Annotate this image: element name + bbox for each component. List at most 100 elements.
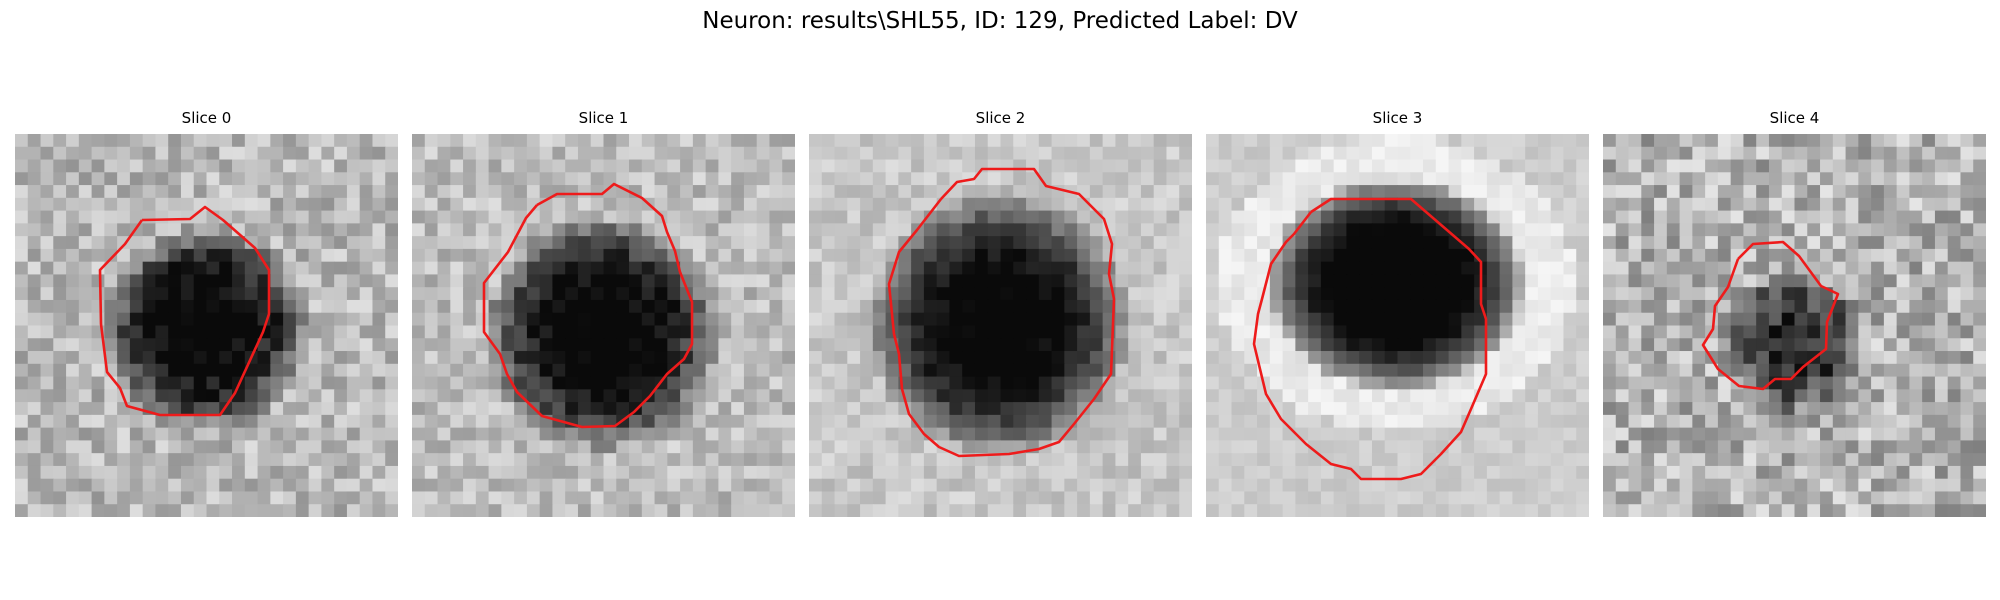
image-pixel: [424, 134, 439, 148]
image-pixel: [372, 223, 386, 237]
image-pixel: [1641, 351, 1655, 365]
microscopy-slice-image: [809, 134, 1192, 517]
image-pixel: [1077, 465, 1091, 480]
image-pixel: [1435, 312, 1450, 327]
image-pixel: [15, 478, 29, 493]
image-pixel: [346, 427, 361, 441]
image-pixel: [1231, 236, 1245, 250]
image-pixel: [1231, 402, 1245, 416]
image-pixel: [1435, 478, 1450, 493]
image-pixel: [283, 504, 297, 517]
image-pixel: [923, 287, 938, 301]
image-pixel: [1179, 274, 1192, 288]
image-pixel: [974, 338, 989, 352]
image-pixel: [1883, 134, 1898, 148]
image-pixel: [1346, 172, 1360, 186]
image-pixel: [53, 159, 67, 173]
image-pixel: [769, 185, 783, 199]
image-pixel: [193, 210, 208, 224]
image-pixel: [1820, 376, 1834, 390]
image-pixel: [974, 351, 989, 365]
image-pixel: [1346, 185, 1360, 199]
image-pixel: [872, 287, 887, 301]
image-pixel: [1576, 440, 1589, 454]
image-pixel: [1934, 210, 1949, 224]
image-pixel: [1038, 274, 1053, 288]
image-pixel: [1115, 248, 1129, 263]
image-pixel: [295, 504, 310, 517]
image-pixel: [450, 414, 464, 429]
image-pixel: [1666, 491, 1681, 505]
image-pixel: [1563, 223, 1577, 237]
image-pixel: [91, 376, 105, 390]
image-pixel: [1743, 389, 1757, 403]
image-pixel: [129, 172, 144, 186]
image-pixel: [1679, 376, 1693, 390]
image-pixel: [1512, 134, 1526, 148]
image-pixel: [15, 414, 29, 429]
image-pixel: [257, 414, 271, 429]
image-pixel: [1615, 197, 1630, 212]
image-pixel: [385, 376, 398, 390]
image-pixel: [1206, 287, 1220, 301]
image-pixel: [1628, 325, 1642, 339]
image-pixel: [590, 159, 605, 173]
image-pixel: [346, 185, 361, 199]
image-pixel: [424, 402, 439, 416]
image-pixel: [1218, 134, 1233, 148]
image-pixel: [1512, 159, 1526, 173]
image-pixel: [180, 185, 195, 199]
image-pixel: [1537, 478, 1552, 493]
image-pixel: [847, 504, 861, 517]
image-pixel: [1537, 312, 1552, 327]
image-pixel: [78, 351, 93, 365]
image-pixel: [1934, 363, 1949, 378]
image-pixel: [1295, 312, 1309, 327]
image-pixel: [1077, 223, 1091, 237]
image-pixel: [1550, 146, 1565, 161]
image-pixel: [860, 159, 874, 173]
image-pixel: [1333, 363, 1348, 378]
image-pixel: [1922, 325, 1936, 339]
image-pixel: [1563, 414, 1577, 429]
image-pixel: [1807, 236, 1821, 250]
image-pixel: [1666, 299, 1681, 314]
image-pixel: [936, 478, 951, 493]
image-pixel: [1308, 414, 1322, 429]
image-pixel: [641, 351, 656, 365]
image-pixel: [692, 338, 707, 352]
image-pixel: [756, 146, 771, 161]
image-pixel: [743, 325, 758, 339]
image-pixel: [1410, 325, 1424, 339]
image-pixel: [911, 351, 925, 365]
image-pixel: [1320, 172, 1335, 186]
image-pixel: [1794, 197, 1808, 212]
image-pixel: [1973, 440, 1986, 454]
image-pixel: [539, 402, 554, 416]
image-pixel: [667, 402, 681, 416]
image-pixel: [1486, 440, 1501, 454]
image-pixel: [1499, 402, 1513, 416]
image-pixel: [1218, 287, 1233, 301]
image-pixel: [1717, 134, 1732, 148]
image-pixel: [1295, 159, 1309, 173]
image-pixel: [321, 389, 335, 403]
image-pixel: [66, 491, 80, 505]
image-pixel: [1423, 414, 1437, 429]
image-pixel: [1781, 351, 1796, 365]
image-pixel: [756, 376, 771, 390]
image-pixel: [1089, 440, 1104, 454]
image-pixel: [743, 376, 758, 390]
image-pixel: [1654, 338, 1668, 352]
image-pixel: [244, 274, 259, 288]
image-pixel: [1883, 185, 1898, 199]
image-pixel: [1973, 465, 1986, 480]
image-pixel: [987, 248, 1002, 263]
image-pixel: [27, 402, 42, 416]
image-pixel: [1410, 172, 1424, 186]
image-pixel: [1807, 159, 1821, 173]
image-pixel: [821, 478, 836, 493]
image-pixel: [424, 389, 439, 403]
image-pixel: [718, 146, 732, 161]
image-pixel: [1845, 376, 1859, 390]
